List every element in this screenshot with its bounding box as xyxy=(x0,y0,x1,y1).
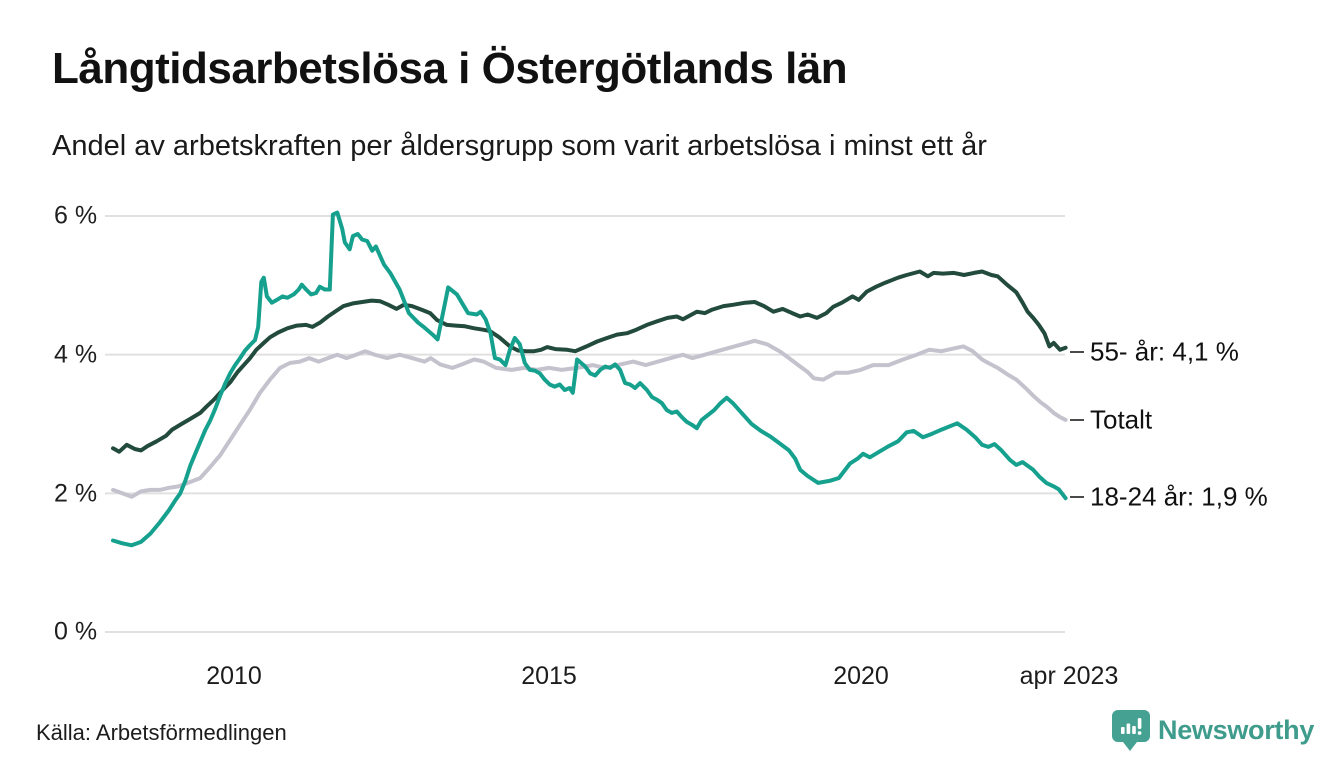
newsworthy-logo: Newsworthy xyxy=(1112,708,1314,752)
page-title: Långtidsarbetslösa i Östergötlands län xyxy=(52,44,848,93)
y-axis-tick-2: 2 % xyxy=(54,479,98,508)
series-1824-end-label: 18-24 år: 1,9 % xyxy=(1090,481,1268,512)
newsworthy-wordmark: Newsworthy xyxy=(1158,714,1315,745)
y-axis-tick-6: 6 % xyxy=(54,201,98,230)
series-line-totalt xyxy=(111,338,1068,499)
x-axis-tick-2015: 2015 xyxy=(521,662,577,690)
gridlines xyxy=(105,215,1065,633)
x-axis-tick-2020: 2020 xyxy=(833,662,889,690)
x-axis-tick-2010: 2010 xyxy=(206,662,262,690)
series-1824-label-tick xyxy=(1070,496,1084,498)
x-axis-tick-apr-2023: apr 2023 xyxy=(1019,662,1119,690)
series-lines xyxy=(111,210,1068,548)
series-total-end-label: Totalt xyxy=(1090,404,1153,435)
series-55-label-tick xyxy=(1070,351,1084,353)
series-total-label-tick xyxy=(1070,419,1084,421)
y-axis-tick-0: 0 % xyxy=(54,617,98,646)
series-55-end-label: 55- år: 4,1 % xyxy=(1090,336,1239,367)
series-line-18-24-r xyxy=(111,210,1068,548)
page-subtitle: Andel av arbetskraften per åldersgrupp s… xyxy=(52,130,987,162)
source-attribution: Källa: Arbetsförmedlingen xyxy=(36,720,287,745)
series-line-55-r xyxy=(111,269,1068,454)
newsworthy-icon xyxy=(1112,710,1150,751)
y-axis-tick-4: 4 % xyxy=(54,340,98,369)
